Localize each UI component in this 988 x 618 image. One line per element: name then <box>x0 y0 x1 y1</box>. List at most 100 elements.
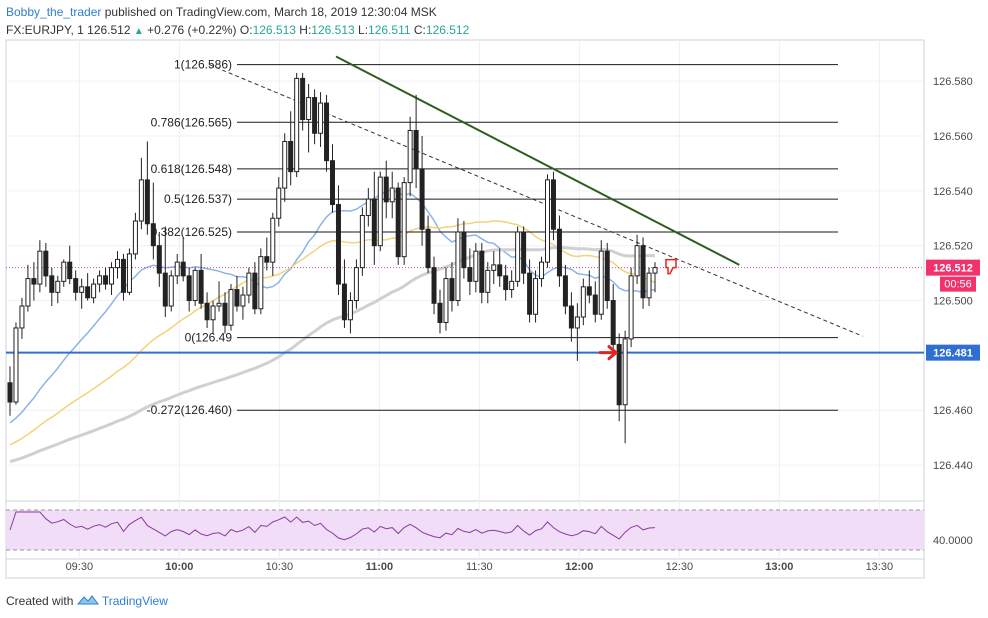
time-tick-label: 12:00 <box>565 561 593 573</box>
thumbs-down-icon <box>665 258 677 275</box>
price-axis[interactable]: 126.580 126.560 126.540 126.520 126.500 126.4… <box>926 76 980 547</box>
candle-body <box>556 228 562 277</box>
candle-body <box>156 245 162 274</box>
candle-body <box>252 272 258 310</box>
candle-body <box>455 231 461 302</box>
candle-body <box>144 179 150 225</box>
candle-body <box>509 280 515 291</box>
countdown-tag-label: 00:56 <box>944 279 972 291</box>
candle-body <box>461 231 467 269</box>
candle-body <box>437 302 443 323</box>
candle-body <box>431 267 437 304</box>
candle-body <box>485 269 491 293</box>
candle-body <box>97 275 103 285</box>
rsi-pane[interactable] <box>6 509 924 551</box>
candle-body <box>138 179 144 222</box>
rsi-axis-label: 40.0000 <box>933 535 973 547</box>
candle-body <box>527 272 533 315</box>
open-value: 126.513 <box>252 23 296 37</box>
candle-body <box>407 130 413 184</box>
candle-body <box>37 250 43 285</box>
dashed-trendline[interactable] <box>209 64 863 337</box>
candle-body <box>7 382 13 403</box>
candle-body <box>539 261 545 280</box>
candle-body <box>491 264 497 271</box>
time-tick-label: 10:00 <box>165 561 193 573</box>
candles <box>7 72 658 444</box>
symbol-interval: FX:EURJPY, 1 <box>6 23 84 37</box>
chart-frame <box>5 39 925 579</box>
plot-border <box>5 39 925 579</box>
candle-body <box>586 286 592 296</box>
author-link[interactable]: Bobby_the_trader <box>6 5 102 19</box>
fib-retracement[interactable]: 1(126.586) 0.786(126.565) 0.618(126.548) 0.… <box>147 58 838 418</box>
candle-body <box>497 264 503 277</box>
main-pane[interactable]: 1(126.586) 0.786(126.565) 0.618(126.548) 0.… <box>6 55 924 464</box>
candle-body <box>91 283 97 299</box>
candle-body <box>180 261 186 277</box>
candle-body <box>168 275 174 307</box>
candle-body <box>198 269 204 304</box>
candle-body <box>222 302 228 326</box>
candle-body <box>359 215 365 269</box>
candle-body <box>264 256 270 263</box>
fib-level-label: -0.272(126.460) <box>147 403 232 417</box>
time-tick-label: 11:00 <box>366 561 394 573</box>
candle-body <box>580 286 586 318</box>
candle-body <box>79 286 85 293</box>
last-price: 126.512 <box>87 23 131 37</box>
candle-body <box>425 228 431 269</box>
candle-body <box>533 278 539 315</box>
candle-body <box>413 130 419 170</box>
candle-body <box>210 305 216 321</box>
rsi-line <box>9 511 656 541</box>
candle-body <box>162 272 168 307</box>
candle-body <box>330 160 335 206</box>
candle-body <box>126 253 132 293</box>
candle-body <box>312 97 318 134</box>
support-price-tag <box>926 344 980 361</box>
candle-body <box>270 217 276 263</box>
candle-body <box>85 286 91 299</box>
candle-body <box>335 204 341 285</box>
grid <box>6 40 924 559</box>
tradingview-logo-icon <box>76 594 102 608</box>
candle-body <box>150 223 156 247</box>
candle-body <box>616 343 622 406</box>
time-axis[interactable]: 09:30 10:00 10:30 11:00 11:30 12:00 12:30 13:00… <box>66 561 894 573</box>
price-tick-label: 126.540 <box>933 186 973 198</box>
candle-body <box>132 220 138 255</box>
candle-body <box>503 275 509 291</box>
candle-body <box>515 231 521 282</box>
candle-body <box>174 261 180 277</box>
candle-body <box>604 250 610 302</box>
ohlc-header: FX:EURJPY, 1 126.512 ▲ +0.276 (+0.22%) O… <box>6 23 469 37</box>
candle-body <box>324 102 330 162</box>
tradingview-brand[interactable]: TradingView <box>101 594 168 608</box>
candle-body <box>473 250 479 282</box>
low-label: L: <box>358 23 369 37</box>
annotations <box>598 258 677 361</box>
candle-body <box>347 300 353 321</box>
high-label: H: <box>299 23 312 37</box>
fib-level-label: 0.382(126.525) <box>151 225 232 239</box>
candle-body <box>341 283 347 321</box>
candle-body <box>383 176 389 203</box>
time-tick-label: 09:30 <box>66 561 94 573</box>
candle-body <box>419 168 425 230</box>
candle-body <box>276 187 282 219</box>
candle-body <box>300 77 306 121</box>
descending-trendline[interactable] <box>335 55 740 266</box>
candle-body <box>634 245 640 277</box>
fib-level-label: 1(126.586) <box>174 58 232 72</box>
countdown-tag <box>940 276 976 292</box>
candle-body <box>640 245 646 299</box>
publish-header: Bobby_the_trader published on TradingVie… <box>6 5 437 19</box>
candle-body <box>19 305 25 329</box>
red-arrow-icon <box>598 345 619 361</box>
candle-body <box>652 267 658 274</box>
candle-body <box>13 327 19 403</box>
candle-body <box>371 198 377 247</box>
fib-level-label: 0(126.49 <box>185 331 233 345</box>
